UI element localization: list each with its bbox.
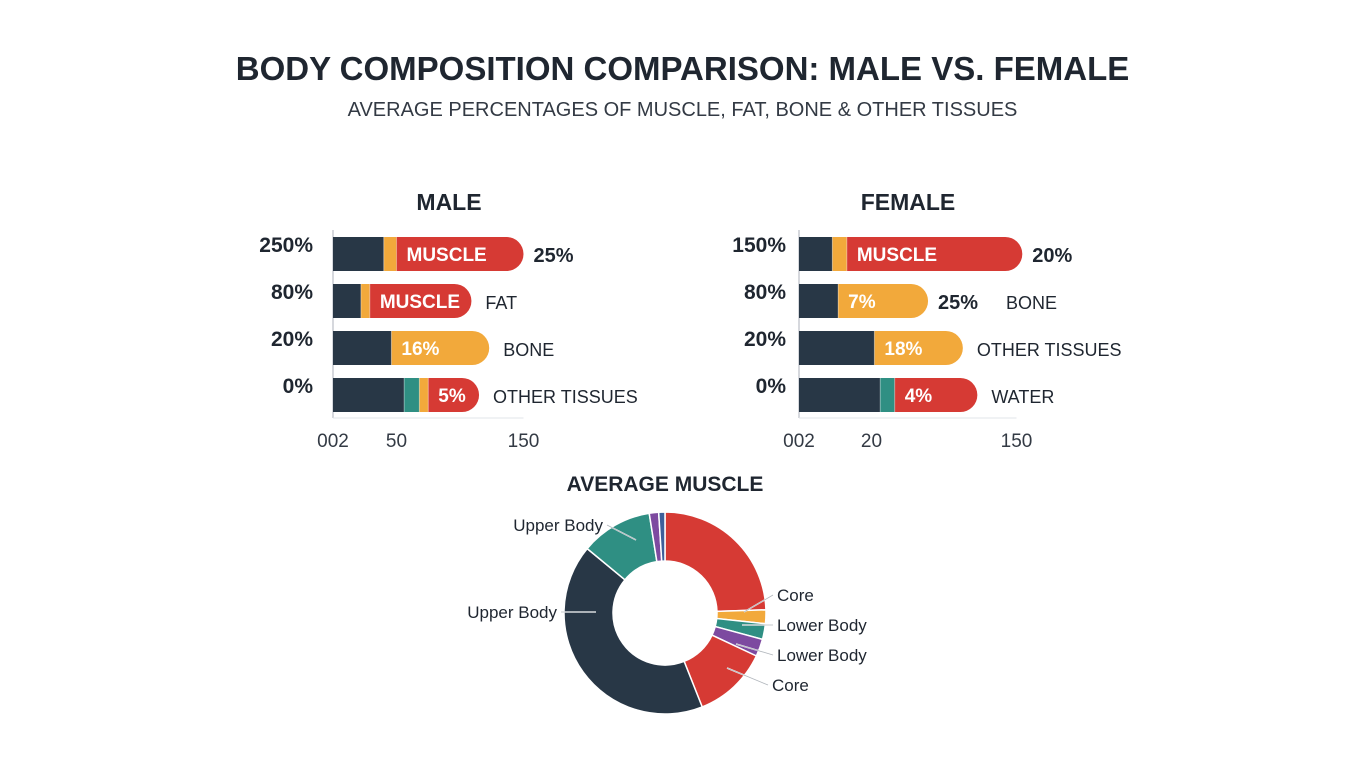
bar-row: 7% 25% BONE (799, 284, 1057, 318)
y-tick-label: 0% (283, 375, 314, 398)
bar-segment (333, 378, 405, 412)
bar-segment (832, 237, 847, 271)
x-tick-label: 002 (317, 431, 349, 452)
leader-line-shade (743, 594, 774, 613)
bar-segment (419, 378, 429, 412)
donut-slice (563, 547, 704, 715)
bar-segment (799, 237, 833, 271)
donut-slice (664, 511, 767, 613)
bar-segment (880, 378, 895, 412)
y-tick-label: 20% (271, 328, 313, 351)
page-title: BODY COMPOSITION COMPARISON: MALE VS. FE… (235, 50, 1130, 87)
segment-label: MUSCLE (857, 245, 937, 266)
bar-segment (838, 284, 929, 318)
leader-line-shade (606, 524, 637, 541)
donut-label: Upper Body (467, 603, 557, 622)
x-tick-label: 150 (508, 431, 540, 452)
row-value-label: OTHER TISSUES (977, 340, 1122, 360)
panel-title: MALE (416, 189, 481, 215)
male-bar-chart: MALE 250% 80% 20% 0% 002 50 150 MUSCLE 25% MUSCLE F… (259, 189, 637, 452)
bar-segment (846, 237, 1023, 271)
bar-segment (383, 237, 397, 271)
donut-slice (657, 511, 666, 562)
y-tick-label: 80% (271, 281, 313, 304)
row-value-label: BONE (503, 340, 554, 360)
bar-segment (874, 331, 963, 365)
bar-segment (404, 378, 420, 412)
row-value-label: 20% (1032, 245, 1072, 267)
segment-label: MUSCLE (380, 292, 460, 313)
y-tick-label: 20% (744, 328, 786, 351)
bar-segment (391, 331, 490, 365)
panel-title: FEMALE (861, 189, 956, 215)
segment-label: 7% (848, 292, 876, 313)
page-subtitle: AVERAGE PERCENTAGES OF MUSCLE, FAT, BONE… (347, 99, 1018, 121)
bar-segment (369, 284, 472, 318)
donut-label: Upper Body (513, 516, 603, 535)
female-bar-chart: FEMALE 150% 80% 20% 0% 002 20 150 MUSCLE 20% 7% 25%… (732, 189, 1121, 452)
x-tick-label: 20 (861, 431, 882, 452)
y-tick-label: 150% (732, 234, 786, 257)
row-extra-label: BONE (1006, 293, 1057, 313)
leader-line-shade (735, 643, 774, 656)
bar-row: MUSCLE FAT (333, 284, 517, 318)
average-muscle-donut: AVERAGE MUSCLE Upper Body Upper Body Core Lo… (467, 473, 867, 715)
bar-row: 4% WATER (799, 378, 1054, 412)
segment-label: 5% (438, 386, 466, 407)
bar-segment (360, 284, 370, 318)
row-value-label: FAT (485, 293, 517, 313)
bar-segment (799, 378, 881, 412)
x-tick-label: 150 (1001, 431, 1033, 452)
bar-row: MUSCLE 25% (333, 237, 574, 271)
row-value-label: OTHER TISSUES (493, 387, 638, 407)
bar-segment (396, 237, 524, 271)
donut-label: Lower Body (777, 616, 867, 635)
x-tick-label: 50 (386, 431, 407, 452)
bar-segment (428, 378, 480, 412)
bar-segment (799, 284, 839, 318)
bar-segment (333, 237, 384, 271)
bar-row: 5% OTHER TISSUES (333, 378, 638, 412)
donut-title: AVERAGE MUSCLE (567, 473, 764, 496)
donut-label: Lower Body (777, 646, 867, 665)
leader-line-shade (726, 667, 769, 686)
bar-segment (333, 284, 361, 318)
y-tick-label: 0% (756, 375, 787, 398)
bar-segment (799, 331, 875, 365)
y-tick-label: 250% (259, 234, 313, 257)
row-value-label: 25% (938, 292, 978, 314)
bar-segment (894, 378, 978, 412)
segment-label: MUSCLE (407, 245, 487, 266)
bar-row: MUSCLE 20% (799, 237, 1073, 271)
bar-row: 16% BONE (333, 331, 554, 365)
segment-label: 4% (905, 386, 933, 407)
bar-row: 18% OTHER TISSUES (799, 331, 1122, 365)
donut-label: Core (772, 676, 809, 695)
row-value-label: 25% (534, 245, 574, 267)
segment-label: 16% (401, 339, 439, 360)
segment-label: 18% (884, 339, 922, 360)
y-tick-label: 80% (744, 281, 786, 304)
bar-segment (333, 331, 392, 365)
row-value-label: WATER (991, 387, 1054, 407)
x-tick-label: 002 (783, 431, 815, 452)
donut-label: Core (777, 586, 814, 605)
